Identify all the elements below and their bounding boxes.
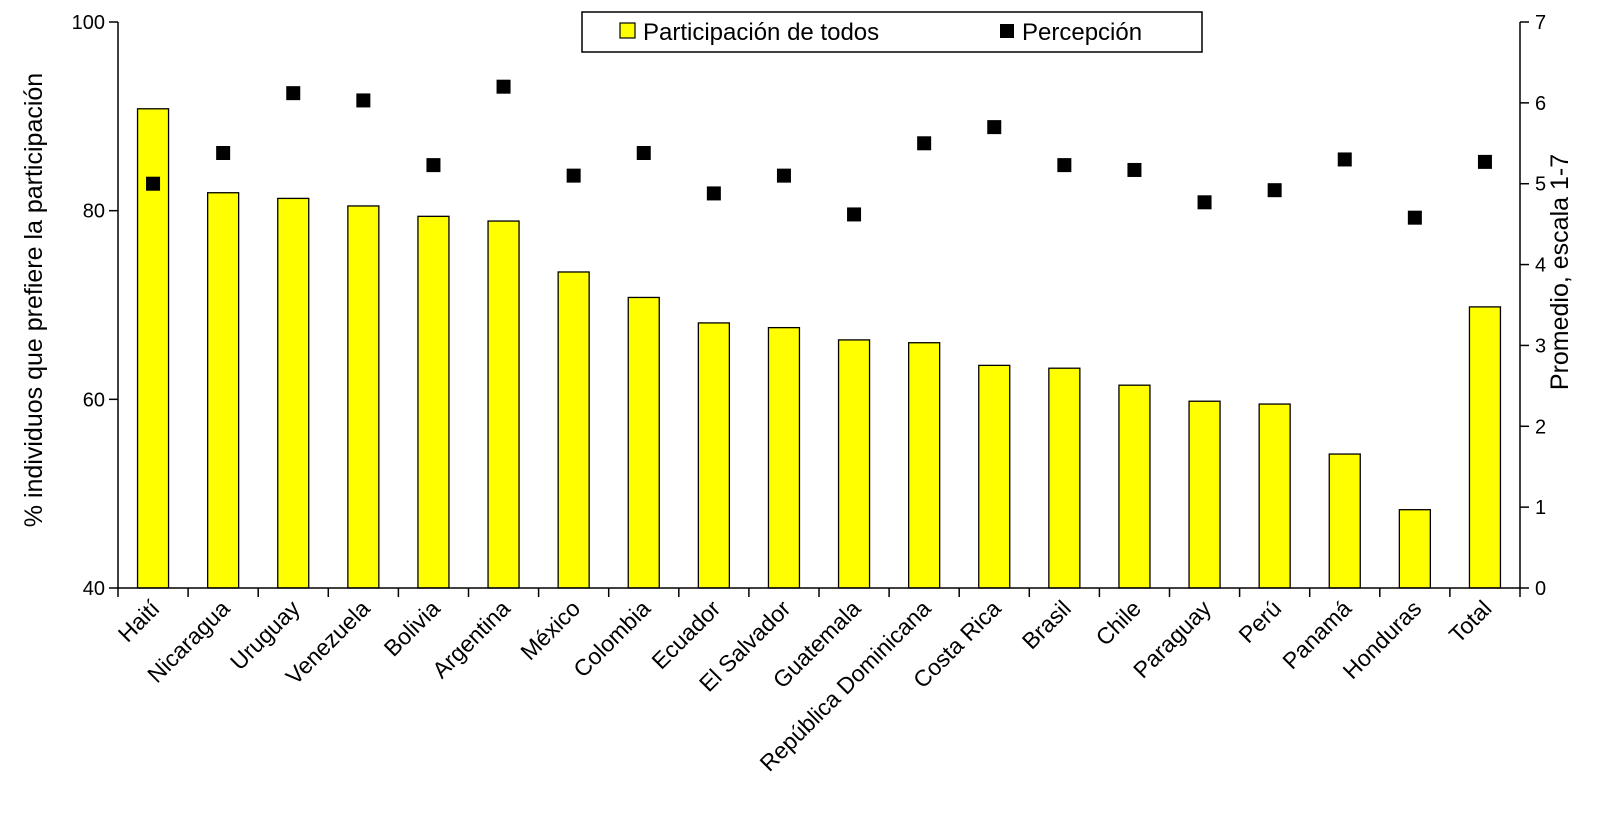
- bar: [1258, 403, 1291, 589]
- left-axis-tick-label: 100: [72, 12, 105, 34]
- bar: [697, 322, 730, 589]
- scatter-point: [1407, 210, 1422, 225]
- bar: [1468, 306, 1502, 589]
- left-axis-tick-label: 80: [83, 201, 105, 223]
- x-axis-category-label: Perú: [1233, 595, 1286, 648]
- legend-label-participacion: Participación de todos: [643, 19, 879, 46]
- right-axis-tick-label: 0: [1535, 578, 1546, 600]
- x-axis-category-label: México: [515, 595, 585, 665]
- x-axis-category-label: Total: [1444, 595, 1497, 648]
- bar: [557, 271, 590, 589]
- x-axis-category-label: Paraguay: [1128, 595, 1216, 683]
- scatter-point: [847, 207, 862, 222]
- right-axis-tick-label: 2: [1535, 416, 1546, 438]
- bar: [1398, 509, 1431, 589]
- right-axis: 0 1 2 3 4 5 6 7: [1519, 12, 1546, 600]
- x-axis-category-label: Chile: [1091, 595, 1146, 650]
- legend-swatch-percepcion: [1000, 24, 1014, 38]
- x-axis-category-label: Argentina: [427, 595, 515, 683]
- x-axis-category-label: Haití: [113, 595, 165, 647]
- scatter-point: [146, 176, 161, 191]
- scatter-point: [987, 120, 1002, 135]
- scatter-point: [286, 86, 301, 101]
- bar: [206, 192, 240, 589]
- right-axis-tick-label: 3: [1535, 335, 1546, 357]
- left-axis-tick-label: 40: [83, 578, 105, 600]
- bar: [837, 339, 871, 589]
- x-axis-category-label: Brasil: [1017, 595, 1076, 654]
- bar: [277, 197, 310, 589]
- bar: [417, 215, 450, 589]
- x-axis-category-label: Bolivia: [379, 595, 445, 661]
- x-axis-category-label: Colombia: [568, 595, 655, 682]
- legend-box: [581, 11, 1203, 53]
- legend: Participación de todos Percepción: [581, 11, 1203, 53]
- scatter-point: [1127, 162, 1142, 177]
- bar: [1188, 400, 1221, 589]
- scatter-point: [706, 186, 721, 201]
- scatter-point: [1337, 152, 1352, 167]
- bar: [487, 220, 520, 589]
- scatter-point: [426, 158, 441, 173]
- bar: [908, 342, 941, 589]
- legend-swatch-participacion: [619, 22, 636, 39]
- right-axis-tick-label: 4: [1535, 255, 1546, 277]
- right-axis-tick-label: 5: [1535, 174, 1546, 196]
- left-axis-title: % individuos que prefiere la participaci…: [20, 73, 48, 527]
- bar: [1048, 367, 1081, 589]
- scatter-point: [1477, 154, 1492, 169]
- scatter-point: [917, 136, 932, 151]
- scatter-point: [776, 168, 791, 183]
- scatter-point: [1267, 183, 1282, 198]
- right-axis-tick-label: 7: [1535, 12, 1546, 34]
- bar: [347, 205, 380, 589]
- bar: [1118, 384, 1151, 589]
- plot-area: [136, 79, 1502, 589]
- right-axis-tick-label: 1: [1535, 497, 1546, 519]
- legend-label-percepcion: Percepción: [1022, 19, 1142, 46]
- right-axis-title: Promedio, escala 1-7: [1546, 154, 1574, 390]
- scatter-point: [356, 93, 371, 108]
- right-axis-tick-label: 6: [1535, 93, 1546, 115]
- left-axis: 40 60 80 100: [72, 12, 119, 600]
- scatter-point: [1197, 195, 1212, 210]
- bar: [1328, 453, 1361, 589]
- bar: [767, 326, 801, 589]
- scatter-point: [216, 145, 231, 160]
- scatter-point: [566, 168, 581, 183]
- scatter-point: [496, 79, 511, 94]
- bar: [627, 296, 660, 589]
- scatter-point: [636, 145, 651, 160]
- scatter-point: [1057, 158, 1072, 173]
- bar: [978, 364, 1011, 589]
- left-axis-tick-label: 60: [83, 389, 105, 411]
